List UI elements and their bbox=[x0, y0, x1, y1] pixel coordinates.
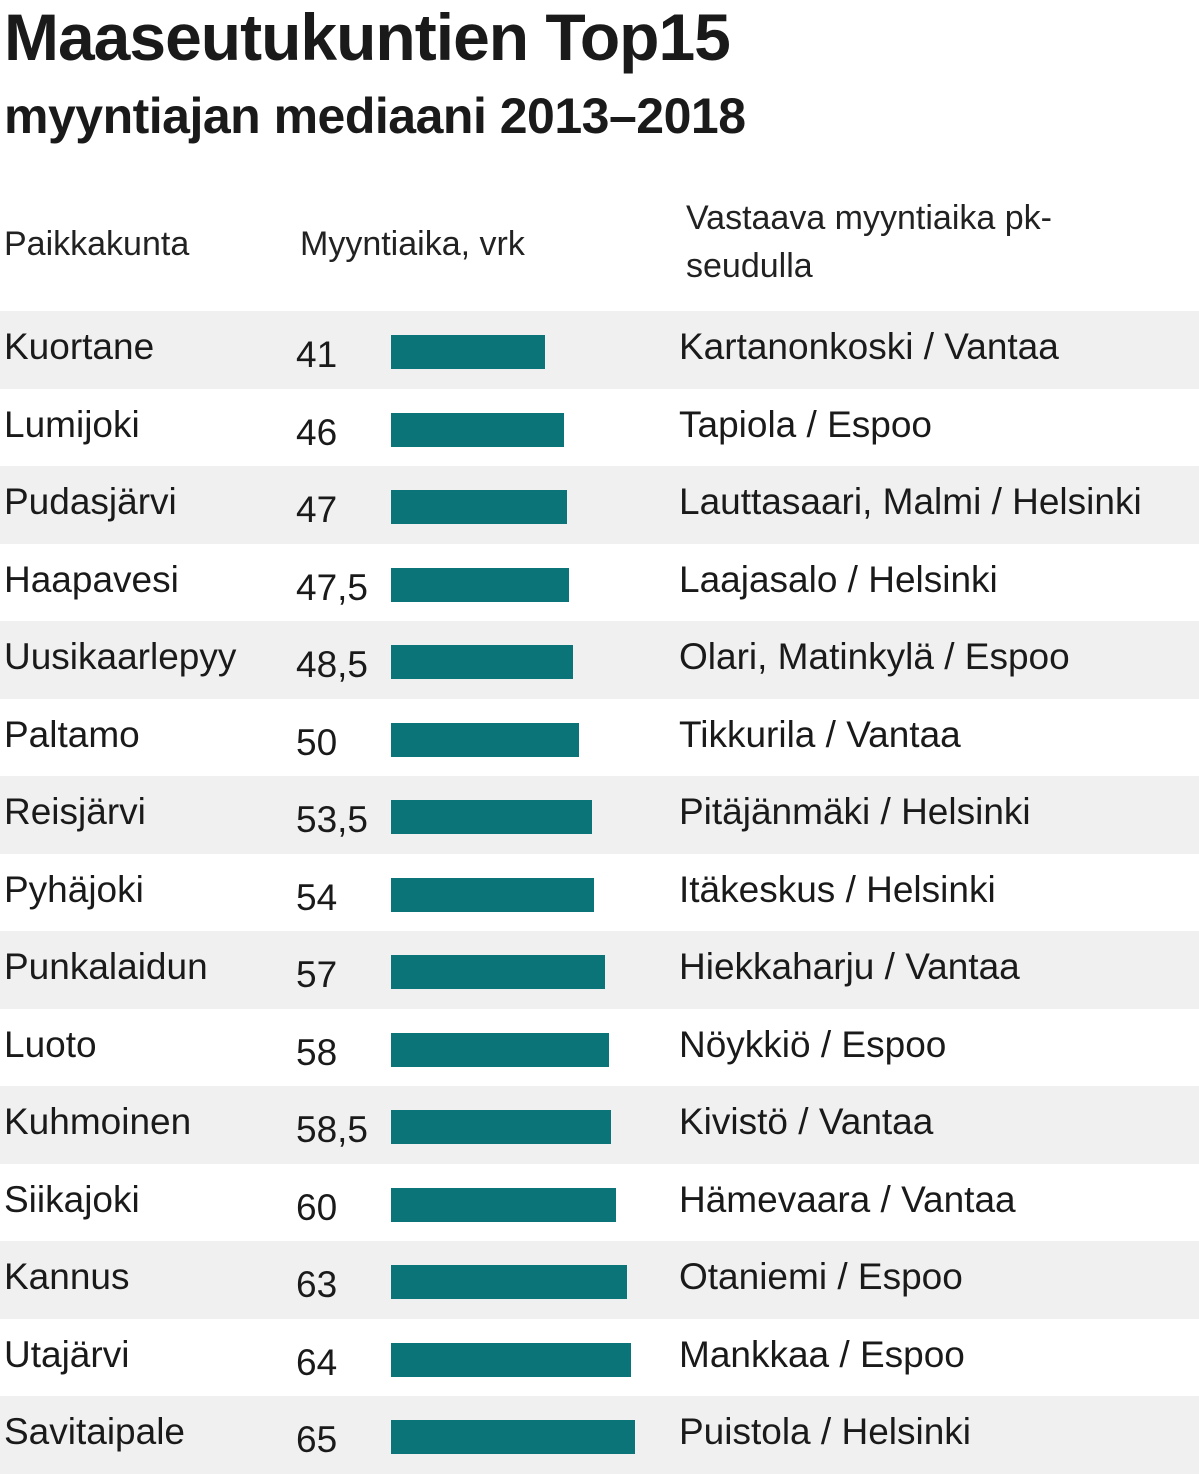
value-label: 64 bbox=[296, 1341, 338, 1383]
table-row: Reisjärvi 53,5 Pitäjänmäki / Helsinki bbox=[0, 776, 1199, 854]
equivalent-label: Mankkaa / Espoo bbox=[679, 1333, 965, 1375]
bar bbox=[391, 1187, 616, 1222]
bar bbox=[391, 722, 579, 757]
value-label: 54 bbox=[296, 876, 338, 918]
equivalent-label: Otaniemi / Espoo bbox=[679, 1256, 963, 1297]
equivalent-label: Itäkeskus / Helsinki bbox=[679, 868, 996, 910]
value-label: 47,5 bbox=[296, 566, 369, 608]
bar bbox=[391, 1342, 631, 1377]
bar bbox=[391, 1032, 609, 1067]
bar bbox=[391, 335, 545, 369]
value-label: 48,5 bbox=[296, 644, 369, 685]
place-label: Utajärvi bbox=[4, 1333, 130, 1375]
place-label: Kuortane bbox=[4, 326, 155, 367]
equivalent-label: Kivistö / Vantaa bbox=[679, 1101, 934, 1142]
equivalent-label: Tapiola / Espoo bbox=[679, 403, 933, 445]
bar bbox=[391, 645, 573, 679]
chart-rows: Kuortane 41 Kartanonkoski / Vantaa Lumijoki… bbox=[0, 311, 1199, 1474]
bar bbox=[391, 877, 594, 912]
equivalent-label: Laajasalo / Helsinki bbox=[679, 558, 998, 600]
value-label: 58,5 bbox=[296, 1109, 369, 1150]
chart-subtitle: myyntiajan mediaani 2013–2018 bbox=[4, 88, 746, 144]
value-label: 58 bbox=[296, 1031, 338, 1073]
place-label: Pudasjärvi bbox=[4, 481, 177, 522]
table-row: Punkalaidun 57 Hiekkaharju / Vantaa bbox=[0, 931, 1199, 1009]
chart-title: Maaseutukuntien Top15 bbox=[4, 0, 731, 74]
place-label: Reisjärvi bbox=[4, 791, 146, 832]
equivalent-label: Kartanonkoski / Vantaa bbox=[679, 326, 1059, 367]
column-header-place: Paikkakunta bbox=[4, 225, 190, 263]
value-label: 53,5 bbox=[296, 799, 369, 840]
equivalent-label: Hiekkaharju / Vantaa bbox=[679, 946, 1020, 987]
table-row: Kuhmoinen 58,5 Kivistö / Vantaa bbox=[0, 1086, 1199, 1164]
table-row: Uusikaarlepyy 48,5 Olari, Matinkylä / Espo… bbox=[0, 621, 1199, 699]
value-label: 50 bbox=[296, 721, 338, 763]
equivalent-label: Hämevaara / Vantaa bbox=[679, 1178, 1016, 1220]
equivalent-label: Tikkurila / Vantaa bbox=[679, 713, 961, 755]
place-label: Kannus bbox=[4, 1256, 130, 1297]
bar bbox=[391, 490, 567, 524]
place-label: Kuhmoinen bbox=[4, 1101, 192, 1142]
bar bbox=[391, 1265, 627, 1299]
equivalent-label: Lauttasaari, Malmi / Helsinki bbox=[679, 481, 1142, 522]
equivalent-label: Olari, Matinkylä / Espoo bbox=[679, 636, 1070, 677]
table-row: Utajärvi 64 Mankkaa / Espoo bbox=[0, 1319, 1199, 1397]
place-label: Luoto bbox=[4, 1023, 97, 1065]
bar bbox=[391, 800, 592, 834]
place-label: Paltamo bbox=[4, 713, 140, 755]
place-label: Pyhäjoki bbox=[4, 868, 144, 910]
bar bbox=[391, 1420, 635, 1454]
place-label: Punkalaidun bbox=[4, 946, 208, 987]
table-row: Pyhäjoki 54 Itäkeskus / Helsinki bbox=[0, 854, 1199, 932]
column-header-time: Myyntiaika, vrk bbox=[300, 225, 525, 263]
value-label: 60 bbox=[296, 1186, 338, 1228]
table-row: Kannus 63 Otaniemi / Espoo bbox=[0, 1241, 1199, 1319]
equivalent-label: Pitäjänmäki / Helsinki bbox=[679, 791, 1031, 832]
table-row: Haapavesi 47,5 Laajasalo / Helsinki bbox=[0, 544, 1199, 622]
place-label: Savitaipale bbox=[4, 1411, 186, 1452]
equivalent-label: Puistola / Helsinki bbox=[679, 1411, 972, 1452]
table-row: Lumijoki 46 Tapiola / Espoo bbox=[0, 389, 1199, 467]
table-row: Luoto 58 Nöykkiö / Espoo bbox=[0, 1009, 1199, 1087]
value-label: 63 bbox=[296, 1264, 338, 1305]
value-label: 65 bbox=[296, 1419, 338, 1460]
value-label: 47 bbox=[296, 489, 338, 530]
bar bbox=[391, 1110, 611, 1144]
place-label: Uusikaarlepyy bbox=[4, 636, 237, 677]
column-header-equivalent: Vastaava myyntiaika pk-seudulla bbox=[686, 199, 1052, 285]
table-row: Pudasjärvi 47 Lauttasaari, Malmi / Helsink… bbox=[0, 466, 1199, 544]
equivalent-label: Nöykkiö / Espoo bbox=[679, 1023, 947, 1065]
place-label: Lumijoki bbox=[4, 403, 140, 445]
value-label: 41 bbox=[296, 334, 338, 375]
value-label: 57 bbox=[296, 954, 338, 995]
table-row: Paltamo 50 Tikkurila / Vantaa bbox=[0, 699, 1199, 777]
bar bbox=[391, 412, 564, 447]
table-row: Siikajoki 60 Hämevaara / Vantaa bbox=[0, 1164, 1199, 1242]
place-label: Haapavesi bbox=[4, 558, 179, 600]
bar bbox=[391, 955, 605, 989]
table-row: Kuortane 41 Kartanonkoski / Vantaa bbox=[0, 311, 1199, 389]
table-row: Savitaipale 65 Puistola / Helsinki bbox=[0, 1396, 1199, 1474]
bar bbox=[391, 567, 569, 602]
value-label: 46 bbox=[296, 411, 338, 453]
place-label: Siikajoki bbox=[4, 1178, 140, 1220]
